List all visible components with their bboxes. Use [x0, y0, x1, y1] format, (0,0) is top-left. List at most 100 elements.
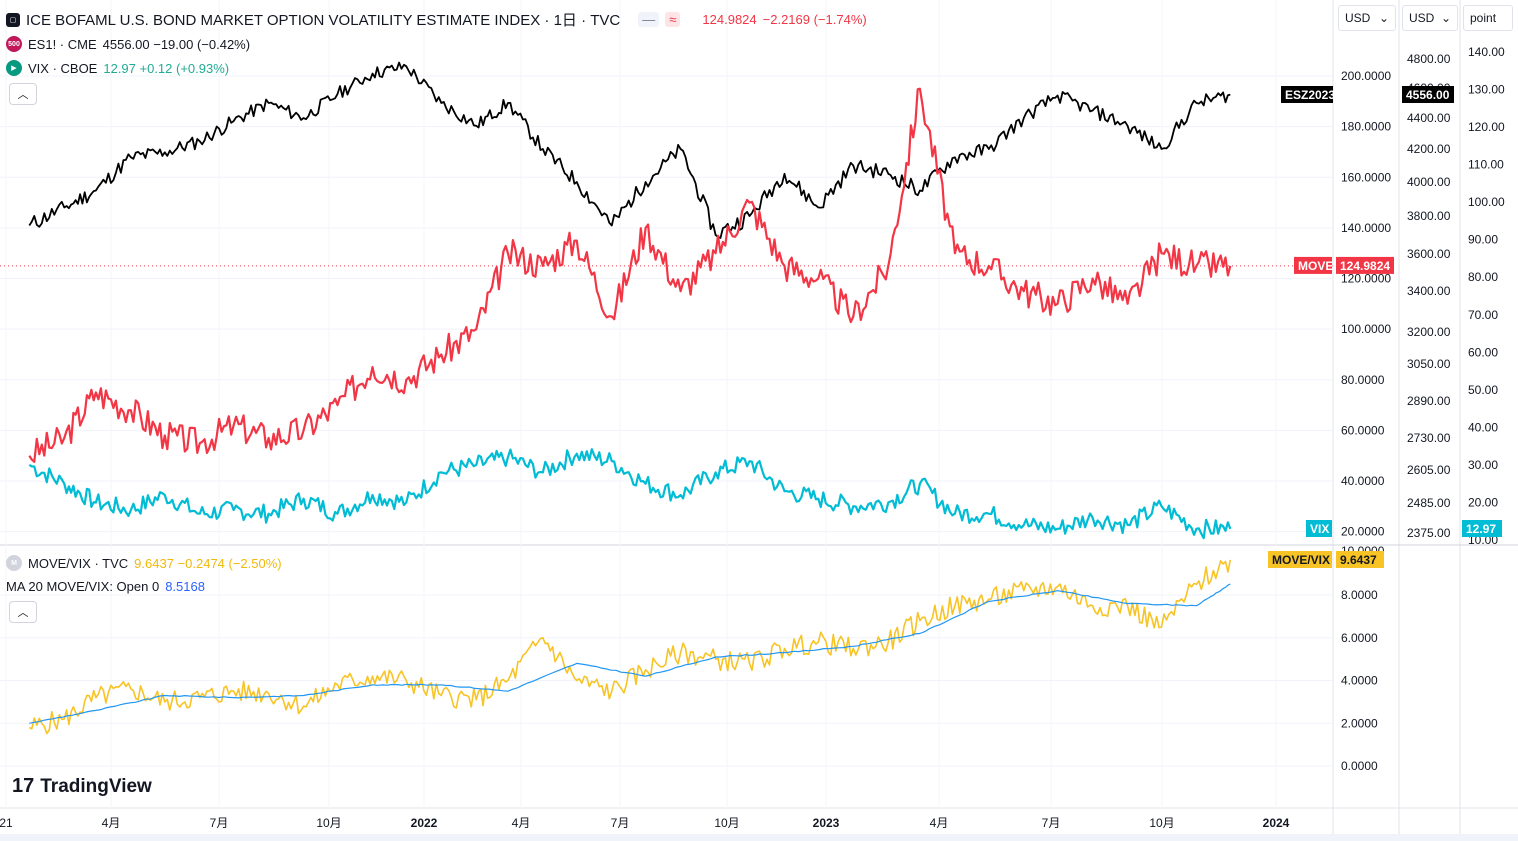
time-axis-tick: 7月	[210, 816, 229, 830]
ma20-series-line	[29, 583, 1231, 724]
main-value: 124.9824	[702, 12, 757, 27]
move-axis-tick: 20.0000	[1341, 525, 1385, 539]
es-axis-tick: 3600.00	[1407, 247, 1451, 261]
chevron-up-icon: ︿	[17, 607, 29, 619]
vix-axis-tick: 80.00	[1468, 270, 1498, 284]
main-legend: ▢ ICE BOFAML U.S. BOND MARKET OPTION VOL…	[6, 9, 867, 30]
es-axis-tick: 4400.00	[1407, 111, 1451, 125]
legend-vix[interactable]: ▶ VIX · CBOE 12.97 +0.12 (+0.93%)	[6, 60, 229, 76]
move-axis-tick: 140.0000	[1341, 221, 1391, 235]
ratio-axis-tick: 8.0000	[1341, 588, 1378, 602]
es-axis-tick: 4200.00	[1407, 142, 1451, 156]
legend-ma-value: 8.5168	[165, 579, 205, 594]
move-axis-tick: 80.0000	[1341, 373, 1385, 387]
unit-select-vix[interactable]: point	[1463, 5, 1513, 31]
move-axis-tick: 200.0000	[1341, 69, 1391, 83]
es-tag-label: ESZ2023	[1285, 88, 1335, 102]
ratio-tag-label: MOVE/VIX	[1272, 553, 1330, 567]
vix-axis-tick: 50.00	[1468, 383, 1498, 397]
time-axis-tick: 21	[0, 816, 13, 830]
vix-axis-tick: 140.00	[1468, 45, 1505, 59]
es-axis-tick: 2375.00	[1407, 526, 1451, 540]
es-axis-tick: 3050.00	[1407, 357, 1451, 371]
ratio-tag-label-bg	[1268, 551, 1332, 568]
es-axis-tick: 3200.00	[1407, 325, 1451, 339]
collapse-legend-button[interactable]: ︿	[9, 83, 37, 105]
tradingview-logo-icon: 17	[12, 775, 35, 797]
currency-select-label: USD	[1345, 11, 1371, 25]
chevron-down-icon: ⌄	[1440, 11, 1451, 25]
legend-ratio-name: MOVE/VIX · TVC	[28, 555, 129, 571]
es-axis-tick: 3800.00	[1407, 209, 1451, 223]
es-axis-tick: 2605.00	[1407, 463, 1451, 477]
ratio-axis-tick: 2.0000	[1341, 716, 1378, 730]
vix-axis-tick: 70.00	[1468, 308, 1498, 322]
collapse-lower-legend-button[interactable]: ︿	[9, 601, 37, 623]
vix-axis-tick: 110.00	[1468, 158, 1504, 172]
vix-axis-tick: 90.00	[1468, 233, 1498, 247]
time-axis-tick: 7月	[1042, 816, 1061, 830]
tradingview-logo[interactable]: 17 TradingView	[12, 775, 152, 798]
legend-ma[interactable]: MA 20 MOVE/VIX: Open 0 8.5168	[6, 579, 205, 594]
vix-tag-label-bg	[1306, 520, 1332, 537]
legend-ma-name: MA 20 MOVE/VIX: Open 0	[6, 579, 160, 594]
legend-ratio-value: 9.6437 −0.2474 (−2.50%)	[134, 555, 282, 571]
hide-button[interactable]: —	[638, 12, 660, 27]
ratio-axis-tick: 0.0000	[1341, 759, 1378, 773]
vix-axis-tick: 40.00	[1468, 420, 1498, 434]
legend-es-value: 4556.00 −19.00 (−0.42%)	[102, 36, 251, 52]
chevron-up-icon: ︿	[17, 89, 29, 101]
vix-axis-tick: 130.00	[1468, 83, 1505, 97]
currency-select-move[interactable]: USD ⌄	[1338, 5, 1396, 31]
time-axis-tick: 10月	[714, 816, 739, 830]
legend-es[interactable]: 500 ES1! · CME 4556.00 −19.00 (−0.42%)	[6, 36, 250, 52]
ratio-series-line	[28, 559, 1232, 735]
vix-axis-tick: 30.00	[1468, 458, 1498, 472]
legend-es-name: ES1! · CME	[28, 36, 97, 52]
es-tag-value: 4556.00	[1406, 88, 1450, 102]
main-change: −2.2169 (−1.74%)	[762, 12, 867, 27]
symbol-logo-icon: ▢	[6, 12, 20, 27]
ratio-axis-tick: 6.0000	[1341, 631, 1378, 645]
legend-vix-value: 12.97 +0.12 (+0.93%)	[103, 60, 230, 76]
currency-select-label: USD	[1409, 11, 1435, 25]
es-axis-tick: 4000.00	[1407, 175, 1451, 189]
brand-name: TradingView	[40, 775, 152, 797]
es-symbol-icon: 500	[6, 36, 22, 52]
bottom-bar	[0, 834, 1518, 841]
move-tag-value-bg	[1336, 256, 1394, 274]
time-axis-tick: 10月	[316, 816, 341, 830]
vix-axis-tick: 100.00	[1468, 195, 1505, 209]
vix-axis-tick: 60.00	[1468, 345, 1498, 359]
es-tag-label-bg	[1281, 86, 1333, 103]
es-tag-value-bg	[1402, 86, 1454, 103]
compare-button[interactable]: ≈	[665, 12, 681, 27]
move-axis-tick: 40.0000	[1341, 474, 1385, 488]
time-axis-tick: 2022	[411, 816, 438, 830]
time-axis-tick: 2024	[1263, 816, 1290, 830]
es-axis-tick: 4800.00	[1407, 52, 1451, 66]
currency-select-es[interactable]: USD ⌄	[1402, 5, 1458, 31]
move-series-line	[28, 87, 1232, 463]
es-series-line	[28, 61, 1231, 239]
legend-ratio[interactable]: M MOVE/VIX · TVC 9.6437 −0.2474 (−2.50%)	[6, 555, 282, 571]
ratio-symbol-icon: M	[6, 555, 22, 571]
vix-axis-tick: 20.00	[1468, 495, 1498, 509]
move-tag-label: MOVE	[1298, 259, 1333, 273]
legend-vix-name: VIX · CBOE	[28, 60, 98, 76]
main-title[interactable]: ICE BOFAML U.S. BOND MARKET OPTION VOLAT…	[26, 12, 621, 29]
time-axis-tick: 10月	[1149, 816, 1174, 830]
vix-symbol-icon: ▶	[6, 60, 22, 76]
move-axis-tick: 100.0000	[1341, 322, 1391, 336]
chevron-down-icon: ⌄	[1378, 11, 1389, 25]
move-tag-value: 124.9824	[1340, 259, 1390, 273]
vix-tag-value: 12.97	[1466, 522, 1496, 536]
vix-series-line	[28, 448, 1232, 540]
ratio-axis-tick: 4.0000	[1341, 674, 1378, 688]
es-axis-tick: 2730.00	[1407, 431, 1451, 445]
time-axis-tick: 2023	[813, 816, 840, 830]
move-axis-tick: 180.0000	[1341, 120, 1391, 134]
move-tag-label-bg	[1294, 256, 1332, 274]
